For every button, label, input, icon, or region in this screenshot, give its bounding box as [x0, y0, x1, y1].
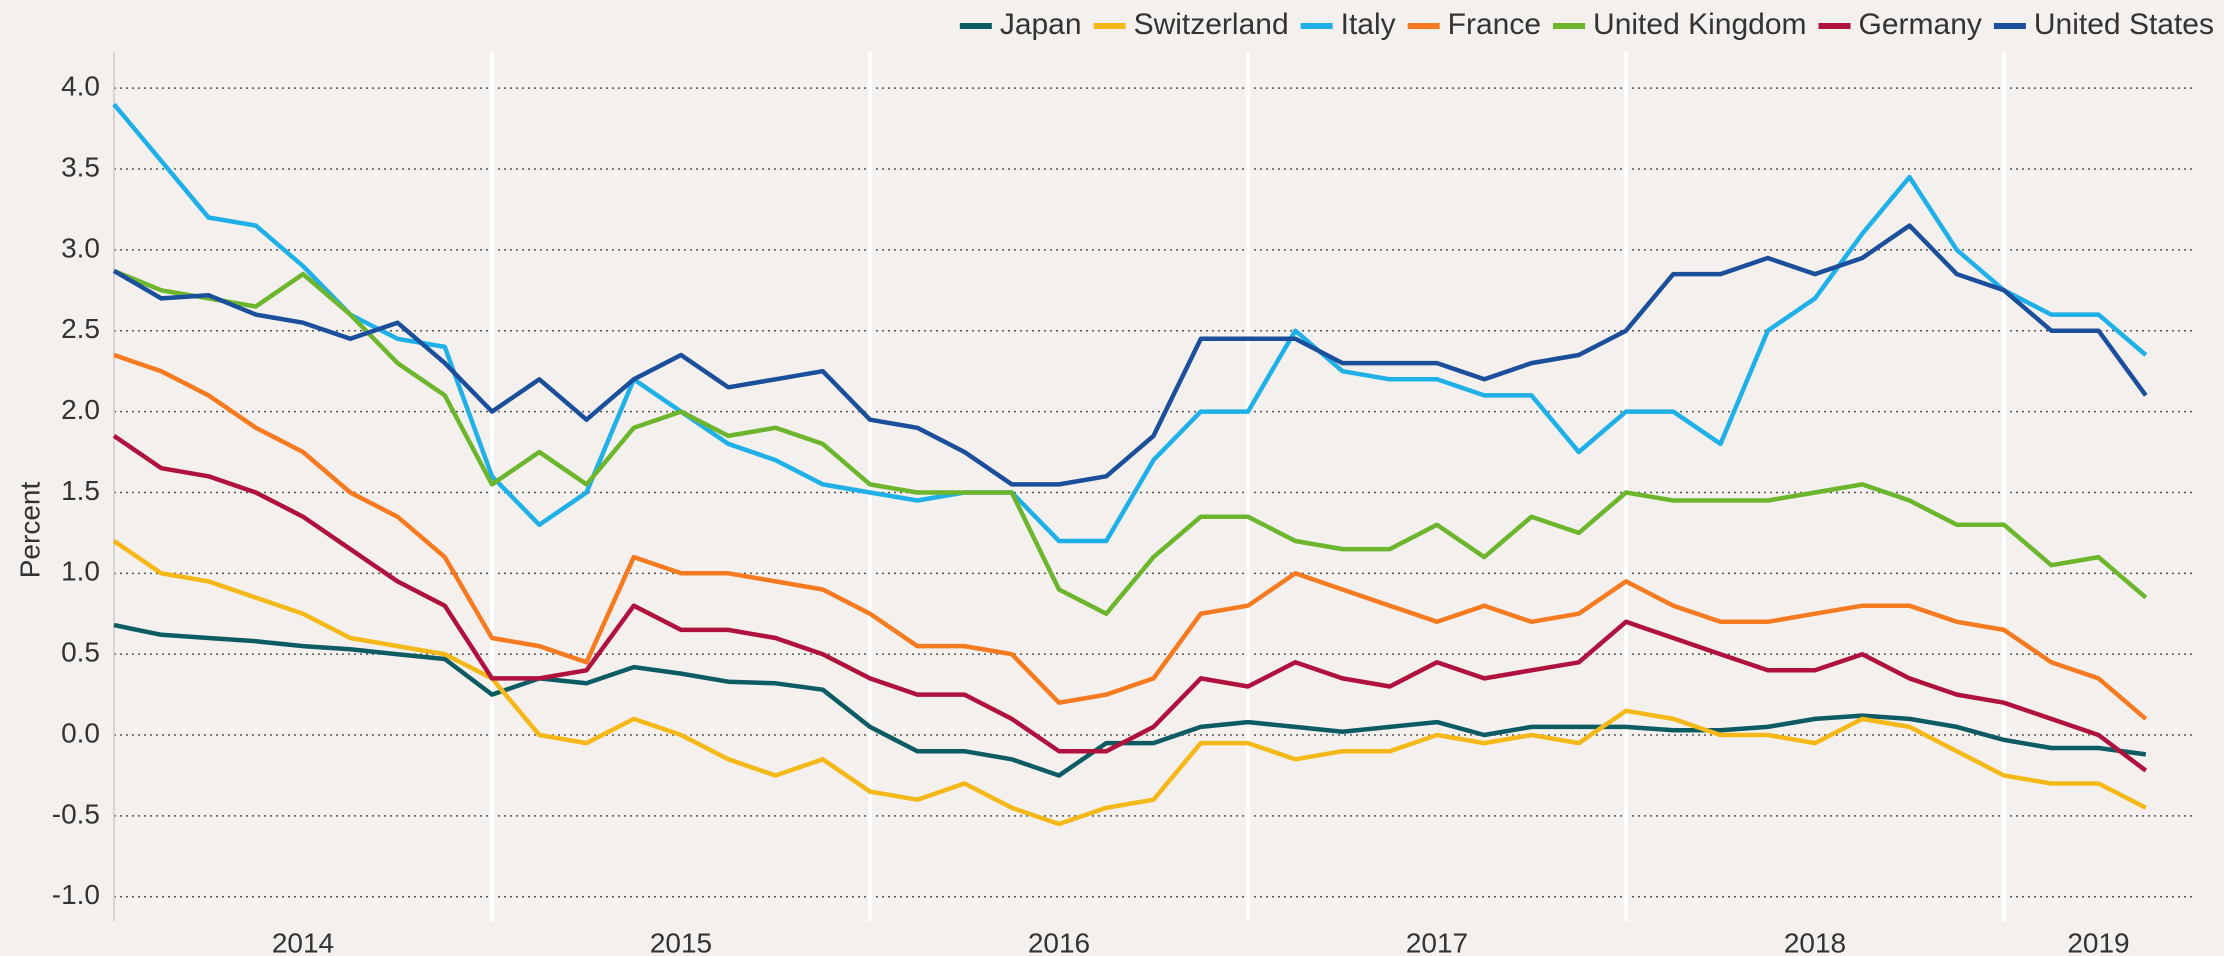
y-tick-label: 1.0: [61, 556, 100, 587]
legend-label: United Kingdom: [1593, 8, 1806, 41]
y-tick-label: 0.5: [61, 637, 100, 668]
y-tick-label: 2.0: [61, 394, 100, 425]
y-tick-label: 1.5: [61, 475, 100, 506]
legend-label: Switzerland: [1134, 8, 1289, 41]
series-line: [113, 352, 2148, 721]
legend-label: United States: [2034, 8, 2214, 41]
legend-label: Japan: [1000, 8, 1082, 41]
y-tick-label: 4.0: [61, 71, 100, 102]
x-tick-label: 2016: [1028, 927, 1090, 956]
series-line: [112, 539, 2147, 827]
x-tick-label: 2019: [2067, 927, 2129, 956]
x-tick-label: 2015: [650, 927, 712, 956]
series-line: [113, 268, 2148, 616]
legend-label: Italy: [1341, 8, 1396, 41]
legend-label: France: [1448, 8, 1541, 41]
series-line: [112, 434, 2148, 773]
legend-label: Germany: [1859, 8, 1982, 41]
y-tick-label: 3.5: [61, 151, 100, 182]
series-line: [112, 223, 2148, 487]
y-tick-label: 0.0: [61, 717, 100, 748]
y-tick-label: 3.0: [61, 232, 100, 263]
series-line: [113, 622, 2147, 778]
y-axis-label: Percent: [14, 482, 45, 579]
x-tick-label: 2017: [1406, 927, 1468, 956]
y-tick-label: -1.0: [52, 879, 100, 910]
x-tick-label: 2018: [1784, 927, 1846, 956]
y-tick-label: 2.5: [61, 313, 100, 344]
x-tick-label: 2014: [272, 927, 334, 956]
y-tick-label: -0.5: [52, 798, 100, 829]
